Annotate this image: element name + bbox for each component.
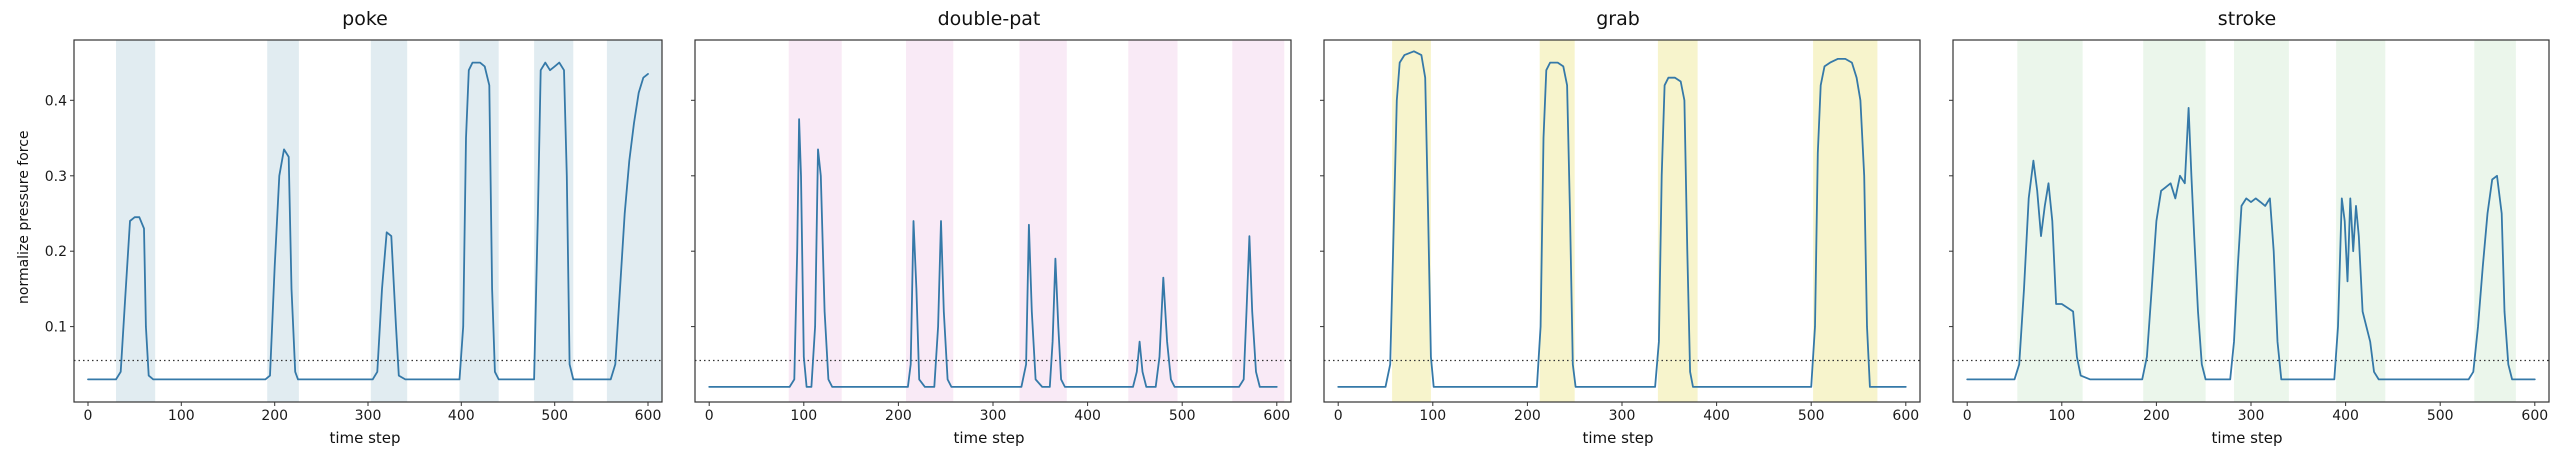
y-axis-label: normalize pressure force xyxy=(16,130,32,304)
svg-text:100: 100 xyxy=(2048,408,2075,424)
plot-area-grab: 0 100 200 300 400 500 600 xyxy=(1320,39,1921,424)
x-axis-label-stroke: time step xyxy=(2211,429,2283,447)
svg-text:600: 600 xyxy=(1263,408,1290,424)
subplot-double-pat: double-pat 0 100 200 300 400 500 600 time step xyxy=(679,6,1299,452)
svg-text:300: 300 xyxy=(2238,408,2265,424)
svg-text:200: 200 xyxy=(2143,408,2170,424)
svg-text:0.2: 0.2 xyxy=(45,244,67,260)
svg-text:0.3: 0.3 xyxy=(45,169,67,185)
svg-text:400: 400 xyxy=(1074,408,1101,424)
svg-text:300: 300 xyxy=(1609,408,1636,424)
plot-area-poke: 0 100 200 300 400 500 600 0.1 0.2 0.3 0.4 xyxy=(45,39,663,424)
svg-text:400: 400 xyxy=(448,408,475,424)
svg-text:400: 400 xyxy=(1703,408,1730,424)
svg-text:0: 0 xyxy=(84,408,93,424)
chart-title-double-pat: double-pat xyxy=(937,8,1041,30)
svg-text:300: 300 xyxy=(980,408,1007,424)
chart-title-poke: poke xyxy=(342,8,388,30)
svg-text:0: 0 xyxy=(705,408,714,424)
svg-text:600: 600 xyxy=(1892,408,1919,424)
svg-text:400: 400 xyxy=(2332,408,2359,424)
x-axis-label-double-pat: time step xyxy=(953,429,1025,447)
svg-text:300: 300 xyxy=(355,408,382,424)
subplot-grab: grab 0 100 200 300 400 500 600 time step xyxy=(1308,6,1928,452)
svg-text:600: 600 xyxy=(2521,408,2548,424)
x-axis-label-poke: time step xyxy=(329,429,401,447)
plot-area-stroke: 0 100 200 300 400 500 600 xyxy=(1949,39,2550,424)
svg-text:600: 600 xyxy=(635,408,662,424)
svg-text:500: 500 xyxy=(541,408,568,424)
svg-text:500: 500 xyxy=(1798,408,1825,424)
svg-text:0.4: 0.4 xyxy=(45,93,67,109)
svg-text:100: 100 xyxy=(1419,408,1446,424)
svg-text:0: 0 xyxy=(1334,408,1343,424)
svg-text:500: 500 xyxy=(2427,408,2454,424)
svg-text:200: 200 xyxy=(1514,408,1541,424)
svg-text:0: 0 xyxy=(1963,408,1972,424)
x-axis-label-grab: time step xyxy=(1582,429,1654,447)
svg-text:0.1: 0.1 xyxy=(45,320,67,336)
svg-text:100: 100 xyxy=(168,408,195,424)
svg-text:100: 100 xyxy=(790,408,817,424)
chart-title-stroke: stroke xyxy=(2217,8,2277,30)
svg-text:200: 200 xyxy=(261,408,288,424)
chart-title-grab: grab xyxy=(1596,8,1640,30)
subplot-stroke: stroke 0 100 200 300 400 500 600 time step xyxy=(1937,6,2557,452)
svg-text:500: 500 xyxy=(1169,408,1196,424)
plot-area-double-pat: 0 100 200 300 400 500 600 xyxy=(691,39,1292,424)
subplot-poke: normalize pressure force poke 0 100 200 300… xyxy=(6,6,670,452)
svg-text:200: 200 xyxy=(885,408,912,424)
